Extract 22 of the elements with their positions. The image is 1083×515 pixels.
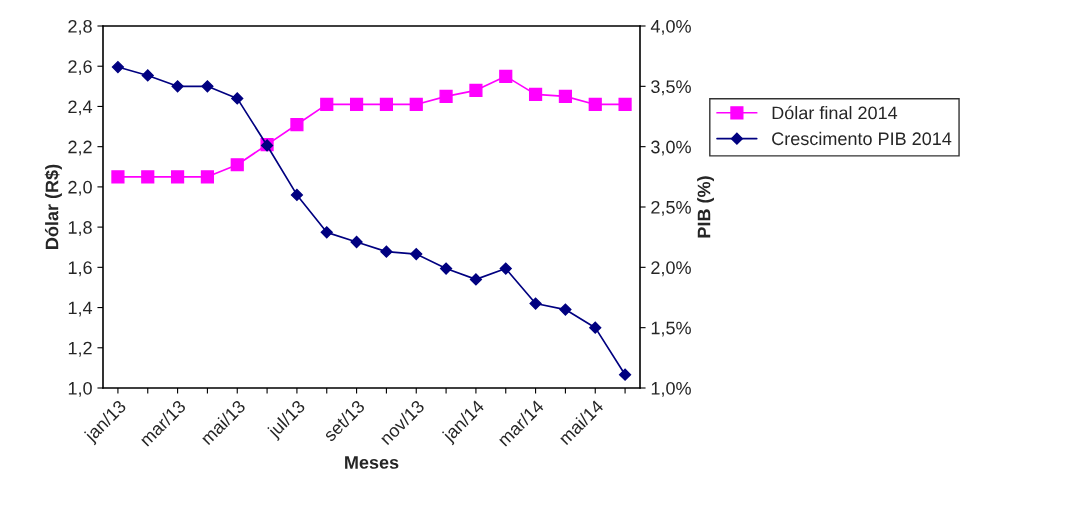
y-tick-label: 1,2: [68, 341, 92, 357]
y2-axis-title: PIB (%): [697, 176, 714, 238]
y2-tick-label: 1,5%: [651, 321, 691, 337]
legend-label: Crescimento PIB 2014: [772, 131, 952, 146]
y2-tick-label: 2,5%: [651, 200, 691, 216]
y-tick-label: 1,4: [68, 301, 93, 317]
y2-tick-label: 2,0%: [651, 261, 691, 277]
y-tick-label: 2,6: [68, 60, 92, 76]
y-tick-label: 1,6: [68, 261, 92, 277]
y2-tick-label: 3,5%: [651, 80, 691, 96]
y-axis-title: Dólar (R$): [44, 164, 62, 249]
y-tick-label: 2,4: [68, 100, 93, 116]
y2-tick-label: 3,0%: [651, 140, 691, 156]
y-tick-label: 2,8: [68, 19, 92, 35]
y2-tick-label: 4,0%: [650, 19, 691, 35]
y-tick-label: 2,2: [68, 140, 92, 156]
y-tick-label: 2,0: [68, 180, 92, 196]
y-tick-label: 1,8: [68, 221, 92, 236]
legend-label: Dólar final 2014: [772, 105, 898, 120]
x-axis-title: Meses: [345, 456, 399, 469]
y-tick-label: 1,0: [68, 381, 92, 397]
y2-tick-label: 1,0%: [651, 381, 691, 397]
